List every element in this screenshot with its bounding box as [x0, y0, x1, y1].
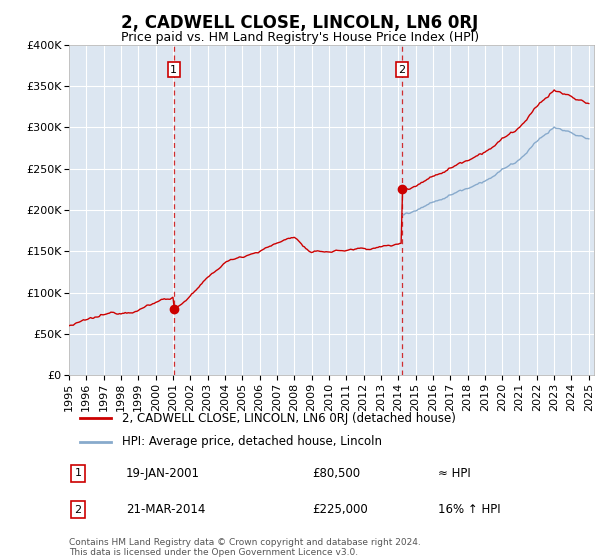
Text: £225,000: £225,000 — [312, 503, 368, 516]
Text: 2: 2 — [74, 505, 82, 515]
Text: 19-JAN-2001: 19-JAN-2001 — [126, 466, 200, 480]
Text: HPI: Average price, detached house, Lincoln: HPI: Average price, detached house, Linc… — [121, 435, 382, 448]
Text: 1: 1 — [170, 64, 178, 74]
Text: 1: 1 — [74, 468, 82, 478]
Text: 2, CADWELL CLOSE, LINCOLN, LN6 0RJ: 2, CADWELL CLOSE, LINCOLN, LN6 0RJ — [121, 14, 479, 32]
Text: ≈ HPI: ≈ HPI — [438, 466, 471, 480]
Text: 2: 2 — [398, 64, 406, 74]
Text: Price paid vs. HM Land Registry's House Price Index (HPI): Price paid vs. HM Land Registry's House … — [121, 31, 479, 44]
Text: 16% ↑ HPI: 16% ↑ HPI — [438, 503, 500, 516]
Text: 2, CADWELL CLOSE, LINCOLN, LN6 0RJ (detached house): 2, CADWELL CLOSE, LINCOLN, LN6 0RJ (deta… — [121, 412, 455, 424]
Text: Contains HM Land Registry data © Crown copyright and database right 2024.
This d: Contains HM Land Registry data © Crown c… — [69, 538, 421, 557]
Text: £80,500: £80,500 — [312, 466, 360, 480]
Text: 21-MAR-2014: 21-MAR-2014 — [126, 503, 205, 516]
